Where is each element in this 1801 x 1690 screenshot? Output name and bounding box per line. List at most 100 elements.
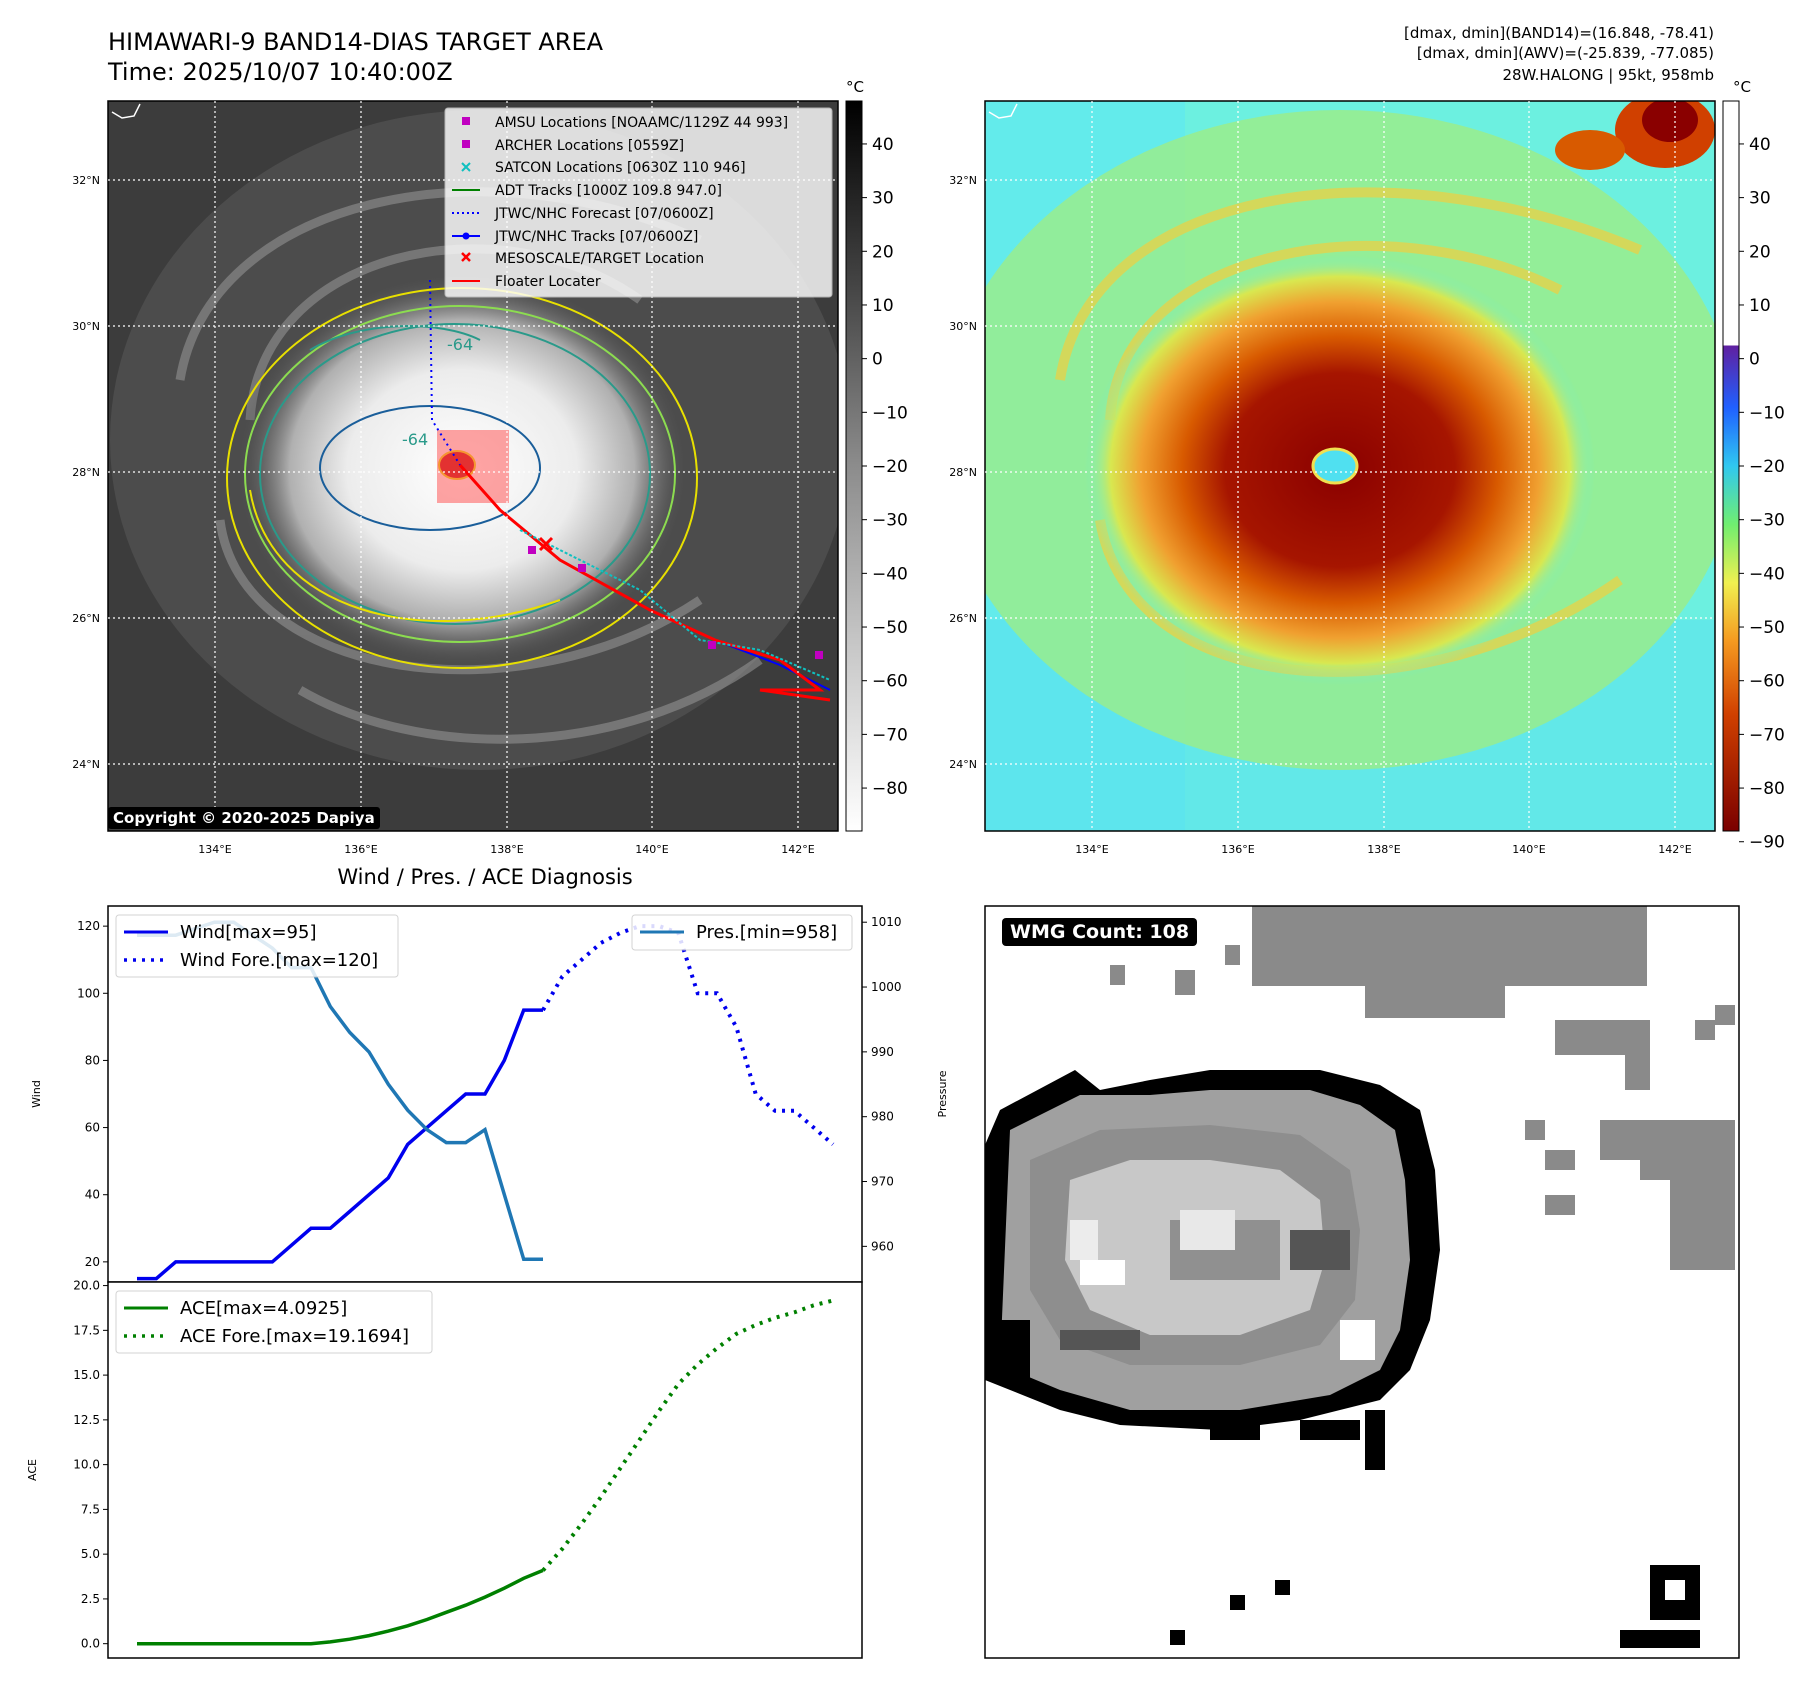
lat-tick: 30°N xyxy=(949,320,977,333)
gray-colorbar-tick-label: −30 xyxy=(872,511,908,531)
legend-floater: Floater Locater xyxy=(495,274,601,290)
ace-tick-label: 20.0 xyxy=(73,1279,100,1293)
target-area-box xyxy=(437,430,509,503)
lon-tick: 134°E xyxy=(198,843,231,856)
lon-tick: 142°E xyxy=(1658,843,1691,856)
copyright-badge: Copyright © 2020-2025 Dapiya xyxy=(108,807,380,829)
gray-colorbar: °C 40 30 20 10 0 −10 −20 −30 −40 −50 −60 −70 −80 xyxy=(845,78,908,832)
color-colorbar-tick-label: 10 xyxy=(1749,296,1771,316)
color-colorbar-tick-label: −20 xyxy=(1749,457,1785,477)
wind-tick-label: 100 xyxy=(77,986,100,1000)
lat-tick: 30°N xyxy=(72,320,100,333)
legend-ace: ACE[max=4.0925] xyxy=(180,1298,347,1319)
gray-colorbar-tick-label: 0 xyxy=(872,350,883,370)
lon-tick: 136°E xyxy=(1221,843,1254,856)
legend-pressure: Pres.[min=958] xyxy=(696,922,837,943)
amsu-markers xyxy=(528,546,823,659)
pressure-tick-label: 980 xyxy=(871,1110,894,1124)
lat-tick: 26°N xyxy=(949,612,977,625)
lon-tick: 142°E xyxy=(781,843,814,856)
series-line-ace-forecast xyxy=(541,1298,834,1572)
pressure-tick-label: 990 xyxy=(871,1045,894,1059)
ace-tick-label: 0.0 xyxy=(81,1637,100,1651)
lat-tick: 26°N xyxy=(72,612,100,625)
pressure-legend: Pres.[min=958] xyxy=(631,914,853,951)
legend-wind-fore: Wind Fore.[max=120] xyxy=(180,950,378,971)
legend-target: MESOSCALE/TARGET Location xyxy=(495,251,704,267)
color-colorbar-tick-label: −50 xyxy=(1749,618,1785,638)
wind-axis-label: Wind xyxy=(30,1080,43,1108)
lat-tick: 24°N xyxy=(949,758,977,771)
legend-adt: ADT Tracks [1000Z 109.8 947.0] xyxy=(495,183,722,199)
color-colorbar-tick-label: −80 xyxy=(1749,779,1785,799)
jtwc-forecast-line xyxy=(429,279,461,466)
map-legend: AMSU Locations [NOAAMC/1129Z 44 993] ARC… xyxy=(444,107,833,298)
color-map-gridlines xyxy=(985,101,1715,831)
target-marker xyxy=(538,536,554,552)
info-storm: 28W.HALONG | 95kt, 958mb xyxy=(1502,66,1714,84)
ace-tick-label: 12.5 xyxy=(73,1413,100,1427)
storm-eye xyxy=(1311,447,1359,485)
lon-tick: 140°E xyxy=(635,843,668,856)
legend-amsu-icon xyxy=(462,117,470,125)
wind-tick-label: 40 xyxy=(85,1188,100,1202)
series-line-wind xyxy=(137,1008,543,1281)
figure-title: HIMAWARI-9 BAND14-DIAS TARGET AREA xyxy=(108,28,604,56)
info-awv: [dmax, dmin](AWV)=(-25.839, -77.085) xyxy=(1417,44,1714,62)
ace-legend: ACE[max=4.0925] ACE Fore.[max=19.1694] xyxy=(115,1290,433,1354)
color-colorbar-tick-label: −90 xyxy=(1749,833,1785,853)
color-colorbar-tick-label: 40 xyxy=(1749,135,1771,155)
gray-colorbar-tick-label: −40 xyxy=(872,564,908,584)
legend-amsu: AMSU Locations [NOAAMC/1129Z 44 993] xyxy=(495,115,788,131)
color-colorbar: °C 40 30 20 10 0 −10 −20 −30 −40 −50 −60 −70 −80 −90 xyxy=(1722,78,1785,853)
gray-colorbar-tick-label: 30 xyxy=(872,189,894,209)
gray-colorbar-tick-label: 10 xyxy=(872,296,894,316)
contour-lightgreen xyxy=(244,305,676,643)
pressure-axis-label: Pressure xyxy=(936,1070,949,1117)
color-colorbar-unit: °C xyxy=(1733,78,1751,96)
legend-tracks: JTWC/NHC Tracks [07/0600Z] xyxy=(494,229,698,245)
series-line-wind-forecast xyxy=(541,924,835,1146)
ace-tick-label: 7.5 xyxy=(81,1502,100,1516)
lon-tick: 138°E xyxy=(490,843,523,856)
wind-legend: Wind[max=95] Wind Fore.[max=120] xyxy=(115,914,399,978)
gray-colorbar-unit: °C xyxy=(846,78,864,96)
wind-tick-label: 80 xyxy=(85,1053,100,1067)
wmg-gray-cells xyxy=(1110,906,1735,1270)
pressure-tick-label: 970 xyxy=(871,1175,894,1189)
legend-target-icon xyxy=(461,252,471,262)
color-colorbar-tick-label: −60 xyxy=(1749,672,1785,692)
contour-label: -64 xyxy=(447,335,473,354)
ace-tick-label: 15.0 xyxy=(73,1368,100,1382)
ace-axis-label: ACE xyxy=(26,1459,39,1481)
wmg-count-badge: WMG Count: 108 xyxy=(1002,918,1198,946)
series-line-ace xyxy=(137,1568,544,1646)
color-colorbar-tick-label: 0 xyxy=(1749,350,1760,370)
contour-teal xyxy=(259,323,651,625)
gray-colorbar-tick-label: 20 xyxy=(872,242,894,262)
lat-tick: 28°N xyxy=(949,466,977,479)
wind-tick-label: 120 xyxy=(77,919,100,933)
lon-tick: 134°E xyxy=(1075,843,1108,856)
legend-ace-fore: ACE Fore.[max=19.1694] xyxy=(180,1326,409,1347)
pressure-tick-label: 960 xyxy=(871,1239,894,1253)
ace-tick-label: 10.0 xyxy=(73,1458,100,1472)
color-colorbar-tick-label: −40 xyxy=(1749,564,1785,584)
color-colorbar-tick-label: 30 xyxy=(1749,189,1771,209)
ace-tick-label: 17.5 xyxy=(73,1323,100,1337)
wind-tick-label: 60 xyxy=(85,1121,100,1135)
pressure-tick-label: 1000 xyxy=(871,980,902,994)
legend-archer: ARCHER Locations [0559Z] xyxy=(495,138,684,154)
info-band14: [dmax, dmin](BAND14)=(16.848, -78.41) xyxy=(1404,24,1714,42)
lat-tick: 32°N xyxy=(949,174,977,187)
color-colorbar-tick-label: −10 xyxy=(1749,403,1785,423)
legend-forecast: JTWC/NHC Forecast [07/0600Z] xyxy=(494,206,714,222)
satcon-track xyxy=(519,529,831,681)
lat-tick: 32°N xyxy=(72,174,100,187)
gray-colorbar-tick-label: −10 xyxy=(872,403,908,423)
gray-colorbar-tick-label: −60 xyxy=(872,672,908,692)
gray-colorbar-tick-label: −50 xyxy=(872,618,908,638)
gray-colorbar-tick-label: −80 xyxy=(872,779,908,799)
ace-chart: 20.0 17.5 15.0 12.5 10.0 7.5 5.0 2.5 0.0 ACE ACE… xyxy=(26,1279,863,1659)
